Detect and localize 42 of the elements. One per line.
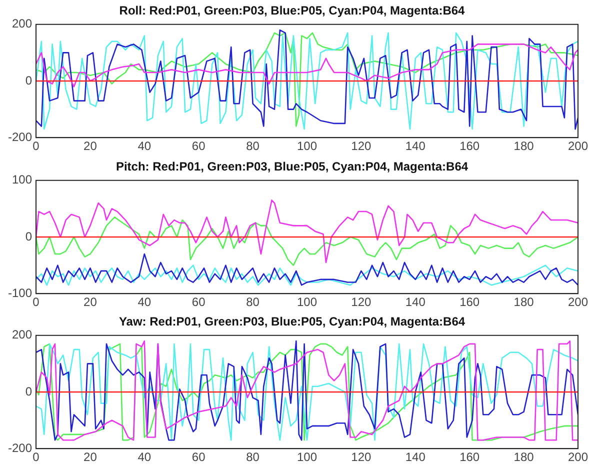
y-tick-label: -200 (8, 130, 32, 144)
x-tick-label: 20 (84, 450, 98, 464)
x-tick-label: 180 (514, 450, 534, 464)
x-tick-label: 80 (246, 295, 260, 310)
y-tick-label: 100 (12, 172, 32, 187)
y-tick-label: 200 (12, 16, 32, 31)
chart-title: Pitch: Red:P01, Green:P03, Blue:P05, Cyan:P04, Magenta:B64 (116, 160, 468, 174)
x-tick-label: 40 (138, 295, 152, 310)
y-tick-label: 0 (25, 73, 32, 88)
y-tick-label: -100 (8, 286, 32, 300)
x-tick-label: 180 (514, 139, 534, 154)
x-tick-label: 160 (460, 139, 480, 154)
x-tick-label: 140 (405, 450, 426, 464)
x-tick-label: 160 (460, 450, 480, 464)
x-tick-label: 120 (351, 450, 372, 464)
x-tick-label: 60 (192, 450, 206, 464)
y-tick-label: 200 (12, 328, 32, 342)
x-tick-label: 80 (246, 450, 260, 464)
x-tick-label: 200 (568, 139, 588, 154)
x-tick-label: 80 (246, 139, 260, 154)
x-tick-label: 40 (138, 450, 152, 464)
x-tick-label: 60 (192, 139, 206, 154)
x-tick-label: 180 (514, 295, 534, 310)
x-tick-label: 40 (138, 139, 152, 154)
y-tick-label: 0 (25, 384, 32, 398)
x-tick-label: 20 (84, 295, 98, 310)
x-tick-label: 140 (405, 295, 426, 310)
y-tick-label: 0 (25, 229, 32, 244)
x-tick-label: 120 (351, 295, 372, 310)
x-tick-label: 200 (568, 450, 588, 464)
x-tick-label: 120 (351, 139, 372, 154)
x-tick-label: 60 (192, 295, 206, 310)
chart-title: Yaw: Red:P01, Green:P03, Blue:P05, Cyan:P04, Magenta:B64 (118, 314, 466, 329)
x-tick-label: 100 (296, 295, 318, 310)
x-tick-label: 100 (296, 139, 318, 154)
chart-title: Roll: Red:P01, Green:P03, Blue:P05, Cyan:P04, Magenta:B64 (119, 4, 466, 18)
y-tick-label: -200 (8, 440, 32, 455)
x-tick-label: 140 (405, 139, 426, 154)
x-tick-label: 160 (460, 295, 480, 310)
x-tick-label: 200 (568, 295, 588, 310)
x-tick-label: 20 (84, 139, 98, 154)
x-tick-label: 100 (296, 450, 318, 464)
